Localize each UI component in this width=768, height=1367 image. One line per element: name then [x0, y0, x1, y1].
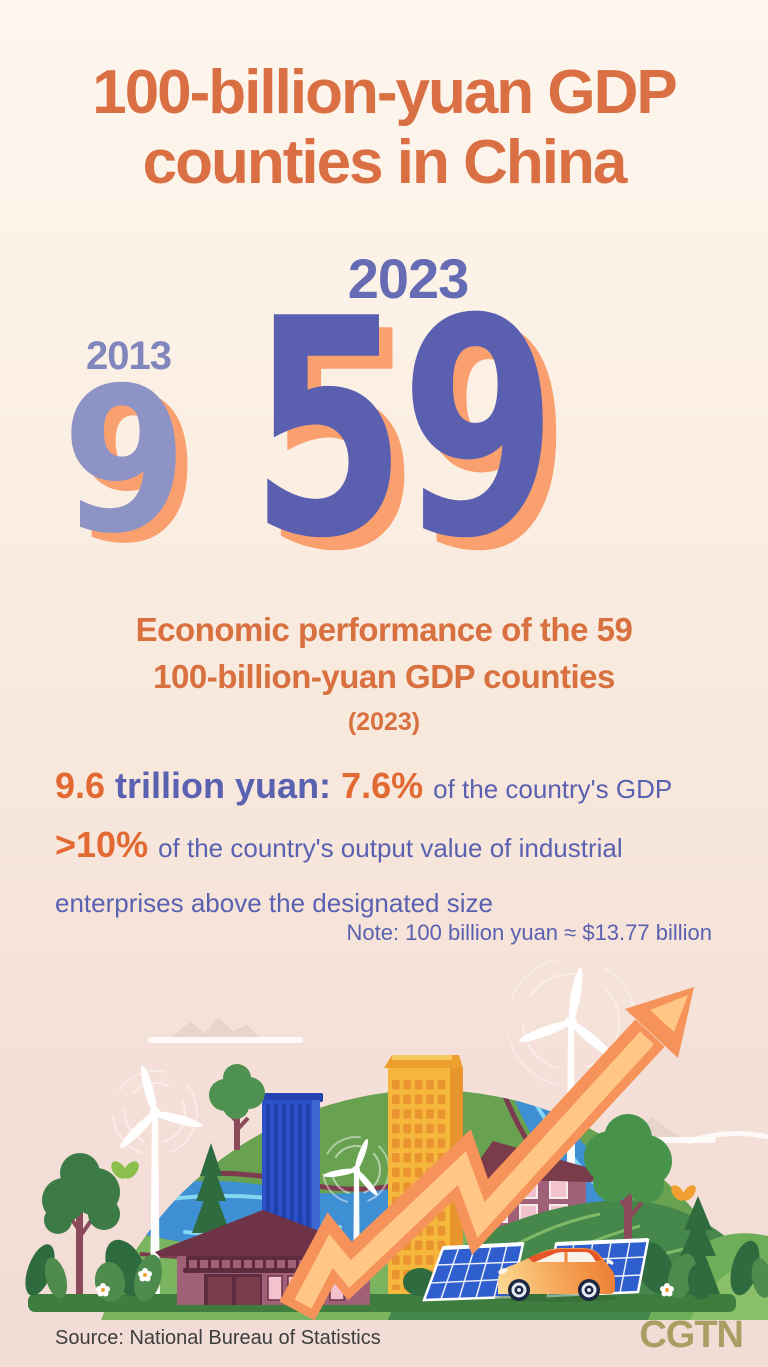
section-subtitle: Economic performance of the 59 100-billio… — [0, 606, 768, 700]
electric-car — [494, 1248, 618, 1302]
stat-line-industry-cont: enterprises above the designated size — [55, 878, 728, 933]
stat-label-trillion: trillion yuan: — [115, 765, 342, 806]
pine-tree-left — [192, 1143, 230, 1233]
butterfly-green-icon — [111, 1161, 139, 1179]
deciduous-tree-right — [584, 1114, 672, 1284]
conversion-note: Note: 100 billion yuan ≈ $13.77 billion — [346, 920, 712, 945]
subtitle-year: (2023) — [347, 708, 421, 736]
butterfly-orange-icon — [671, 1185, 696, 1201]
stat-desc-gdp-share: of the country's GDP — [433, 774, 673, 804]
title-line-2: counties in China — [142, 128, 628, 197]
stat-value-industry: >10% — [55, 824, 159, 865]
subtitle-line-1: Economic performance of the 59 — [135, 611, 633, 648]
grass-strip — [28, 1294, 736, 1312]
county-count-2023: 59 — [250, 255, 557, 604]
growth-arrow-icon — [279, 987, 694, 1320]
title-line-1: 100-billion-yuan GDP — [92, 58, 678, 127]
stats-block: 9.6 trillion yuan: 7.6% of the country's… — [55, 760, 728, 933]
cgtn-logo: CGTN — [639, 1314, 744, 1356]
small-tree — [209, 1064, 265, 1150]
county-count-2013: 9 — [62, 345, 188, 578]
page-title: 100-billion-yuan GDP counties in China — [0, 58, 768, 198]
stat-desc-industry: of the country's output value of industr… — [158, 833, 623, 863]
daisy-flowers — [96, 1268, 674, 1297]
balcony-railing — [183, 1256, 321, 1273]
stat-line-gdp: 9.6 trillion yuan: 7.6% of the country's… — [55, 760, 728, 819]
stat-value-gdp-share: 7.6% — [341, 765, 434, 806]
source-credit: Source: National Bureau of Statistics — [55, 1327, 381, 1349]
year-label-2013: 2013 — [86, 334, 172, 378]
bush-right — [636, 1240, 768, 1300]
garage-door — [204, 1274, 262, 1305]
deciduous-tree-left — [42, 1153, 120, 1294]
bush-left — [25, 1239, 163, 1302]
city-green-energy-illustration — [25, 960, 768, 1320]
year-label-2023: 2023 — [347, 247, 470, 310]
stat-desc-industry-2: enterprises above the designated size — [55, 888, 493, 918]
stat-value-trillion: 9.6 — [55, 765, 116, 806]
subtitle-line-2: 100-billion-yuan GDP counties — [153, 658, 615, 695]
car-wheels — [508, 1279, 600, 1301]
stat-line-industry: >10% of the country's output value of in… — [55, 819, 728, 878]
